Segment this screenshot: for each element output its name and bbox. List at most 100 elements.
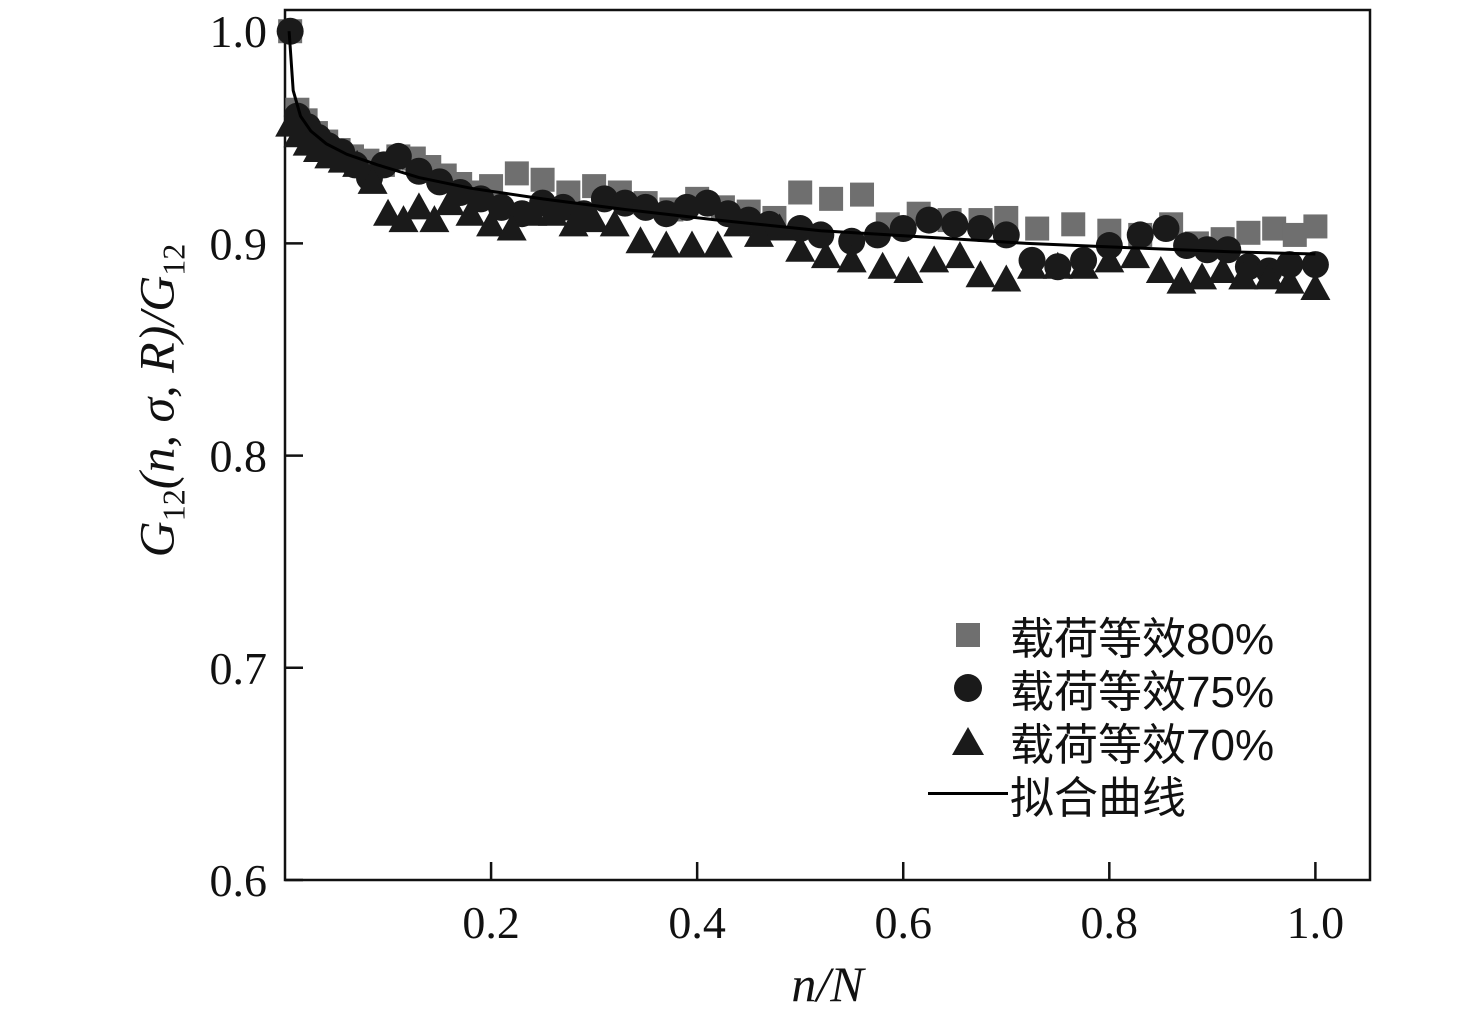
data-point-square — [530, 167, 555, 192]
data-point-square — [850, 182, 875, 207]
data-point-triangle — [677, 230, 708, 258]
y-axis-label-sub1: 12 — [155, 489, 192, 522]
legend-label-fit: 拟合曲线 — [1010, 773, 1186, 823]
data-point-circle — [967, 215, 995, 243]
y-tick-label: 0.7 — [210, 643, 268, 694]
data-point-triangle — [1042, 251, 1073, 279]
data-point-triangle — [434, 188, 465, 216]
data-point-square — [1236, 220, 1261, 245]
data-point-square — [1025, 216, 1050, 241]
data-point-circle — [1152, 215, 1180, 243]
data-point-circle — [941, 210, 969, 238]
x-tick-label: 0.4 — [668, 897, 726, 948]
data-point-triangle — [1120, 241, 1151, 269]
data-point-triangle — [785, 234, 816, 262]
legend: 载荷等效80% 载荷等效75% 载荷等效70% 拟合曲线 — [925, 608, 1274, 823]
data-point-circle — [1214, 236, 1242, 264]
data-point-square — [1282, 222, 1307, 247]
legend-item-75: 载荷等效75% — [925, 661, 1274, 717]
y-tick-label: 0.6 — [210, 855, 268, 906]
data-point-triangle — [944, 241, 975, 269]
legend-marker-cell — [925, 622, 1010, 647]
data-point-triangle — [1017, 251, 1048, 279]
data-point-square — [1262, 216, 1287, 241]
line-marker-icon — [927, 792, 1008, 795]
data-point-triangle — [517, 198, 548, 226]
data-point-triangle — [537, 198, 568, 226]
legend-label-80: 载荷等效80% — [1010, 614, 1275, 664]
data-point-triangle — [1068, 251, 1099, 279]
circle-marker-icon — [953, 673, 982, 702]
data-point-triangle — [919, 245, 950, 273]
data-point-triangle — [357, 166, 388, 194]
data-point-square — [1303, 214, 1328, 239]
data-point-triangle — [651, 230, 682, 258]
plot-border — [283, 8, 1372, 882]
data-point-circle — [1301, 251, 1329, 279]
data-point-square — [788, 180, 813, 205]
y-axis-label-g2: G — [128, 275, 185, 312]
data-point-triangle — [342, 149, 373, 177]
data-point-circle — [915, 206, 943, 234]
data-point-circle — [693, 189, 721, 217]
triangle-marker-icon — [951, 726, 984, 755]
x-tick-label: 0.8 — [1081, 897, 1139, 948]
data-point-triangle — [403, 192, 434, 220]
data-point-triangle — [1254, 262, 1285, 290]
data-point-circle — [992, 221, 1020, 249]
data-point-triangle — [455, 198, 486, 226]
data-point-circle — [1173, 232, 1201, 260]
data-point-triangle — [625, 226, 656, 254]
data-point-triangle — [965, 260, 996, 288]
x-axis-label: n/N — [791, 956, 864, 1012]
data-point-triangle — [373, 198, 404, 226]
data-point-triangle — [1145, 256, 1176, 283]
legend-marker-cell — [925, 673, 1010, 702]
data-point-circle — [807, 221, 835, 249]
data-point-square — [1061, 212, 1086, 237]
legend-marker-cell — [925, 726, 1010, 755]
data-point-circle — [889, 215, 917, 243]
data-point-triangle — [419, 205, 450, 233]
square-marker-icon — [955, 622, 980, 647]
y-axis-label-g1: G — [128, 521, 185, 558]
legend-label-70: 载荷等效70% — [1010, 720, 1275, 770]
data-point-circle — [1126, 221, 1154, 249]
y-tick-label: 1.0 — [210, 6, 268, 57]
legend-item-80: 载荷等效80% — [925, 608, 1274, 664]
data-point-triangle — [836, 245, 867, 273]
data-point-circle — [384, 142, 412, 170]
data-point-triangle — [496, 213, 527, 241]
x-tick-label: 0.2 — [462, 897, 520, 948]
y-tick-label: 0.8 — [210, 431, 268, 482]
data-point-triangle — [991, 264, 1022, 292]
data-point-triangle — [579, 205, 610, 233]
y-axis-label-sub2: 12 — [155, 243, 192, 276]
data-point-circle — [838, 227, 866, 255]
data-point-triangle — [1228, 262, 1259, 290]
y-axis-label-mid: (n, σ, R)/ — [128, 311, 185, 490]
x-tick-label: 1.0 — [1287, 897, 1345, 948]
y-axis-label: G12(n, σ, R)/G12 — [128, 21, 193, 781]
data-point-circle — [673, 193, 701, 221]
data-point-triangle — [702, 230, 733, 258]
data-point-triangle — [1207, 256, 1238, 283]
data-point-triangle — [1094, 245, 1125, 273]
x-tick-label: 0.6 — [874, 897, 932, 948]
legend-marker-cell — [925, 792, 1010, 795]
data-point-triangle — [476, 209, 507, 237]
data-point-triangle — [867, 251, 898, 279]
data-point-square — [819, 186, 844, 211]
legend-item-fit: 拟合曲线 — [925, 767, 1274, 823]
data-point-triangle — [893, 256, 924, 283]
data-point-triangle — [599, 209, 630, 237]
data-point-circle — [487, 193, 515, 221]
data-point-triangle — [810, 241, 841, 269]
data-point-triangle — [388, 205, 419, 233]
data-point-square — [504, 161, 529, 186]
fit-curve — [287, 31, 1316, 256]
legend-item-70: 载荷等效70% — [925, 714, 1274, 770]
data-point-circle — [1276, 251, 1304, 279]
